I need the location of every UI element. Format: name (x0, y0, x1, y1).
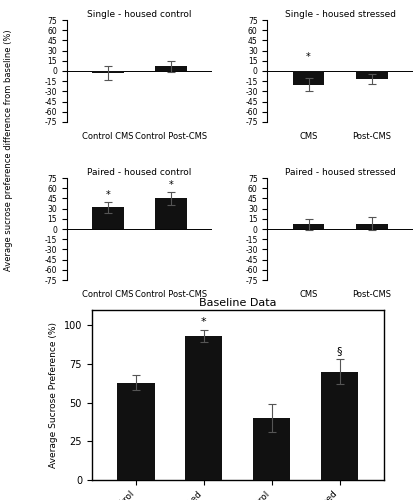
Bar (356, 71, 387, 79)
Text: *: * (201, 317, 206, 327)
Text: *: * (106, 190, 110, 200)
Bar (356, 224, 387, 229)
Text: *: * (306, 52, 311, 62)
Bar (293, 224, 324, 229)
Title: Baseline Data: Baseline Data (199, 298, 276, 308)
Text: *: * (168, 180, 173, 190)
Y-axis label: Average Sucrose Preference (%): Average Sucrose Preference (%) (49, 322, 58, 468)
Bar (321, 372, 358, 480)
Bar (253, 418, 290, 480)
Bar (92, 71, 123, 73)
Title: Paired - housed stressed: Paired - housed stressed (285, 168, 396, 177)
Title: Single - housed control: Single - housed control (87, 10, 192, 19)
Title: Single - housed stressed: Single - housed stressed (285, 10, 396, 19)
Bar (155, 66, 187, 71)
Text: Average sucrose preference difference from baseline (%): Average sucrose preference difference fr… (4, 29, 13, 271)
Bar (155, 198, 187, 229)
Title: Paired - housed control: Paired - housed control (87, 168, 192, 177)
Bar (293, 71, 324, 85)
Bar (117, 382, 155, 480)
Bar (185, 336, 222, 480)
Text: §: § (337, 346, 342, 356)
Bar (92, 208, 123, 229)
